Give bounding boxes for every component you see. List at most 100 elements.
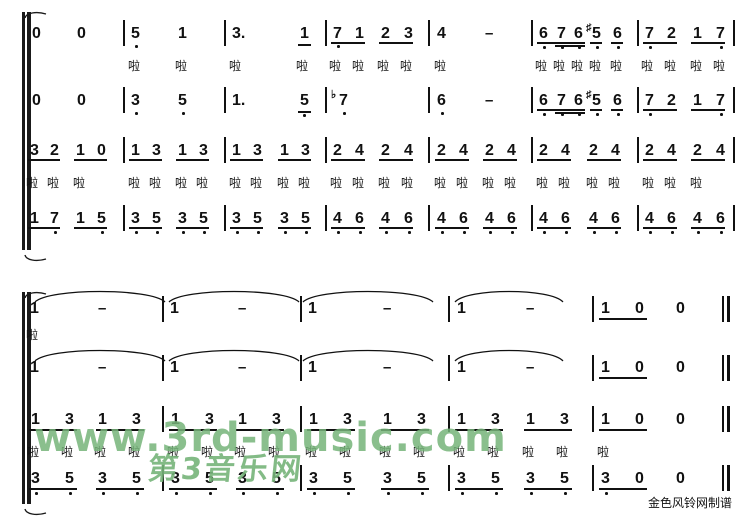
beam [587,227,621,229]
beam [524,488,572,490]
note: 4 [589,210,598,227]
beam [74,227,107,229]
lyric-syllable: 啦 [339,445,352,459]
octave-dot-low [343,112,346,115]
octave-dot-low [421,492,424,495]
lyric-syllable: 啦 [128,59,141,73]
note: 3 [457,470,466,487]
note: 1 [308,300,317,317]
lyric-syllable: 啦 [352,176,365,190]
beam [691,42,725,44]
lyric-syllable: 啦 [434,176,447,190]
lyric-syllable: 啦 [201,445,214,459]
lyric-syllable: 啦 [175,176,188,190]
octave-dot-low [135,45,138,48]
barline [531,205,533,231]
octave-dot-low [136,492,139,495]
beam [96,429,144,431]
note: 3 [205,411,214,428]
lyric-syllable: 啦 [26,176,39,190]
tie-arc [167,290,301,304]
note: 1 [30,210,39,227]
note: 5 [272,470,281,487]
note: 1 [232,142,241,159]
lyric-syllable: 啦 [535,59,548,73]
lyric-syllable: 啦 [401,176,414,190]
note: 0 [676,411,685,428]
beam [29,488,77,490]
octave-dot-low [408,231,411,234]
note: 5 [178,92,187,109]
beam [643,159,677,161]
note: 0 [676,359,685,376]
lyric-syllable: 啦 [597,445,610,459]
watermark-site-name: 第3音乐网 [146,452,306,487]
note: 1 [355,25,364,42]
octave-dot-low [385,231,388,234]
beam [435,227,469,229]
note: 5 [97,210,106,227]
barline [448,296,450,322]
octave-dot-low [284,231,287,234]
barline [592,406,594,432]
note: 3 [280,210,289,227]
octave-dot-low [387,492,390,495]
note: 3 [178,210,187,227]
octave-dot-low [182,112,185,115]
tie-arc [453,349,565,363]
beam [381,488,429,490]
beam [379,42,413,44]
tie-arc [301,349,435,363]
note: 7 [333,25,342,42]
note: 0 [77,92,86,109]
barline [637,137,639,163]
final-barline [722,355,731,381]
barline [325,20,327,46]
lyric-syllable: 啦 [482,176,495,190]
note: 0 [32,25,41,42]
note: 7 [557,92,566,109]
note: 6 [404,210,413,227]
octave-dot-low [337,45,340,48]
barline [224,205,226,231]
beam [587,159,621,161]
barline [448,406,450,432]
octave-dot-low [303,114,306,117]
beam [28,227,60,229]
lyric-syllable: 啦 [329,59,342,73]
octave-dot-low [605,492,608,495]
note: 1 [526,411,535,428]
lyric-syllable: 啦 [400,59,413,73]
octave-dot-low [182,231,185,234]
note: 6 [574,92,583,109]
note: 1 [457,359,466,376]
octave-dot-low [359,231,362,234]
beam [307,488,355,490]
note: 5 [592,92,601,109]
note: 7 [50,210,59,227]
octave-dot-low [203,231,206,234]
barline [162,355,164,381]
note: 2 [667,92,676,109]
note: 1 [693,25,702,42]
flat-icon: ♭ [331,89,337,101]
note: 1 [76,142,85,159]
lyric-syllable: 啦 [61,445,74,459]
note-dash: – [526,359,535,376]
octave-dot-low [649,231,652,234]
note: 4 [437,210,446,227]
note: 5 [131,25,140,42]
note: 0 [635,470,644,487]
barline [325,205,327,231]
note: 3 [132,411,141,428]
note: 3 [417,411,426,428]
note: 6 [561,210,570,227]
barline [637,205,639,231]
lyric-syllable: 啦 [642,176,655,190]
note: 3 [404,25,413,42]
lyric-syllable: 啦 [196,176,209,190]
note: 6 [667,210,676,227]
note: 4 [539,210,548,227]
beam [611,109,623,111]
barline [531,87,533,113]
